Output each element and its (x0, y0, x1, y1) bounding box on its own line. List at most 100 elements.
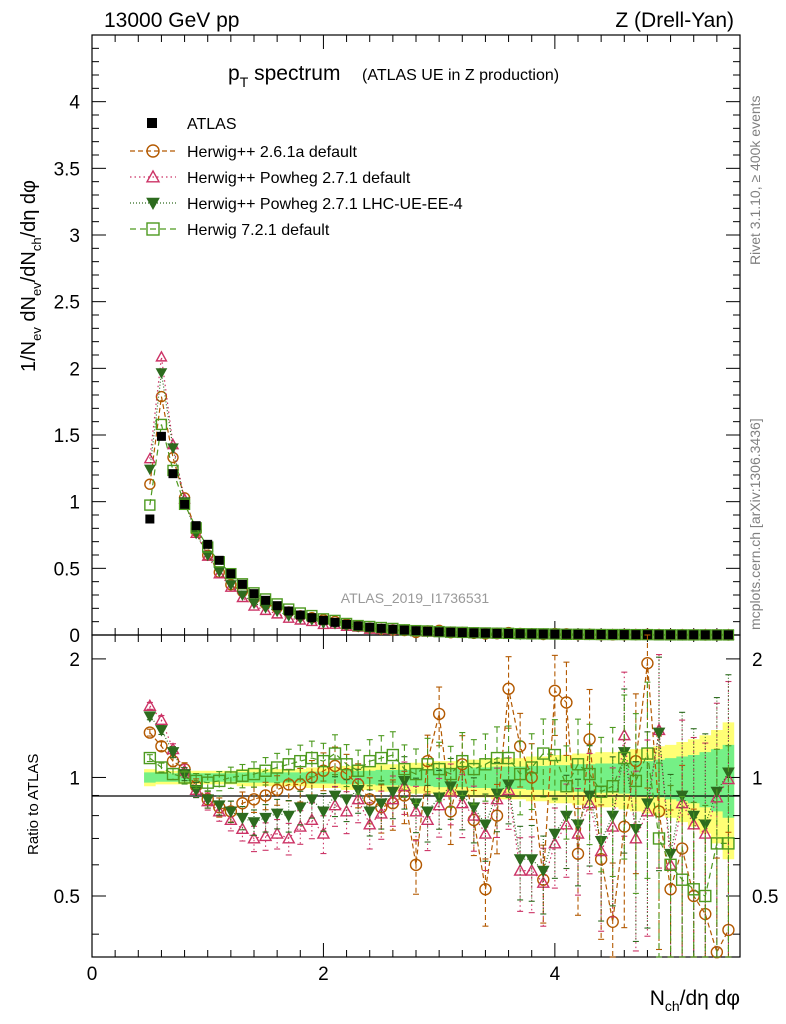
y-tick-label-bottom: 1 (69, 768, 80, 789)
ratio-point (316, 826, 331, 839)
data-point (723, 630, 733, 640)
top-series-point (491, 627, 503, 639)
legend: ATLAS Herwig++ 2.6.1a default Herwig++ Po… (130, 116, 463, 239)
ratio-point (328, 747, 342, 760)
data-point (261, 595, 271, 605)
y-axis-label-top: 1/Nev dNev/dNch/dη dφ (18, 180, 44, 372)
ratio-point (340, 758, 353, 771)
data-point (237, 579, 247, 589)
top-series-point (537, 628, 549, 640)
top-data-points (145, 431, 733, 640)
ratio-point (374, 806, 388, 819)
data-point (677, 630, 687, 640)
data-point (214, 555, 224, 565)
y-tick-label-top: 1.5 (54, 426, 80, 447)
ratio-point (212, 800, 226, 812)
top-series-point (213, 567, 226, 578)
data-point (515, 629, 525, 639)
top-series-point (421, 625, 434, 637)
top-series-point (282, 611, 295, 623)
data-point (168, 469, 178, 479)
ratio-point (479, 883, 492, 896)
ratio-point (502, 682, 515, 695)
top-series-point (155, 390, 168, 403)
y-tick-label-bottom-right: 0.5 (752, 887, 778, 908)
ratio-point (236, 812, 249, 825)
ratio-point (513, 854, 527, 866)
data-point (226, 569, 236, 579)
mcplots-label: mcplots.cern.ch [arXiv:1306.3436] (747, 418, 763, 630)
top-series-point (549, 628, 561, 640)
top-series-point (236, 590, 249, 602)
ratio-point (652, 832, 666, 845)
ratio-point (143, 726, 157, 739)
data-point (249, 589, 259, 599)
top-series-point (178, 498, 191, 511)
data-point (700, 630, 710, 640)
ratio-point (351, 792, 365, 805)
data-point (561, 629, 571, 639)
y-tick-label-top: 3 (69, 226, 80, 247)
top-series-point (225, 567, 237, 580)
ratio-point (641, 747, 654, 760)
ratio-point (282, 810, 296, 823)
data-point (330, 617, 340, 627)
top-series-point (560, 628, 573, 640)
data-point (399, 625, 409, 635)
data-point (504, 629, 514, 639)
ratio-point (409, 767, 423, 781)
top-series-point (502, 627, 515, 640)
band-yellow (144, 722, 735, 860)
data-point (423, 626, 433, 636)
ratio-point (606, 780, 619, 793)
y-tick-label-bottom-right: 1 (752, 768, 763, 789)
ratio-point (571, 826, 585, 839)
ratio-point (687, 883, 700, 896)
x-tick-label: 0 (87, 964, 98, 985)
data-point (631, 630, 641, 640)
ratio-point (224, 806, 238, 818)
ratio-uncertainty-bands (144, 722, 735, 860)
data-point (342, 619, 352, 629)
top-series-point (445, 626, 457, 638)
top-series-point (699, 629, 711, 641)
top-series-point (688, 629, 700, 641)
ratio-point (548, 828, 562, 841)
ratio-point (548, 684, 562, 697)
ratio-point (560, 780, 573, 793)
ratio-point (363, 806, 377, 818)
y-tick-label-top: 2.5 (54, 293, 80, 314)
ratio-point (675, 873, 689, 886)
top-series-point (398, 624, 411, 636)
ratio-point (583, 767, 596, 781)
legend-label: Herwig 7.2.1 default (187, 222, 330, 239)
bottom-series-group (143, 634, 736, 959)
top-series-point (144, 464, 156, 476)
ratio-point (155, 761, 168, 774)
chart-title-sub: T (240, 74, 249, 90)
y-tick-label-bottom: 2 (69, 650, 80, 671)
ratio-point (478, 826, 493, 839)
top-series-point (352, 619, 364, 632)
ratio-point (606, 915, 619, 928)
ratio-point (212, 804, 226, 817)
ratio-point (479, 758, 492, 771)
top-series-point (213, 567, 226, 579)
data-point (538, 629, 548, 639)
top-series-point (664, 629, 677, 641)
ratio-point (536, 865, 550, 878)
data-point (469, 628, 479, 638)
ratio-point (421, 806, 434, 818)
top-series-point (468, 627, 480, 639)
chart-title-rest: spectrum (248, 62, 340, 85)
ratio-point (722, 837, 735, 850)
top-series-point (572, 628, 584, 640)
data-point (666, 630, 676, 640)
data-point (376, 623, 386, 633)
data-point (492, 628, 502, 638)
ratio-point (270, 826, 284, 839)
ratio-point (340, 794, 353, 806)
top-series-point (456, 626, 468, 639)
ratio-point (270, 783, 284, 797)
ratio-series-line (149, 705, 729, 885)
